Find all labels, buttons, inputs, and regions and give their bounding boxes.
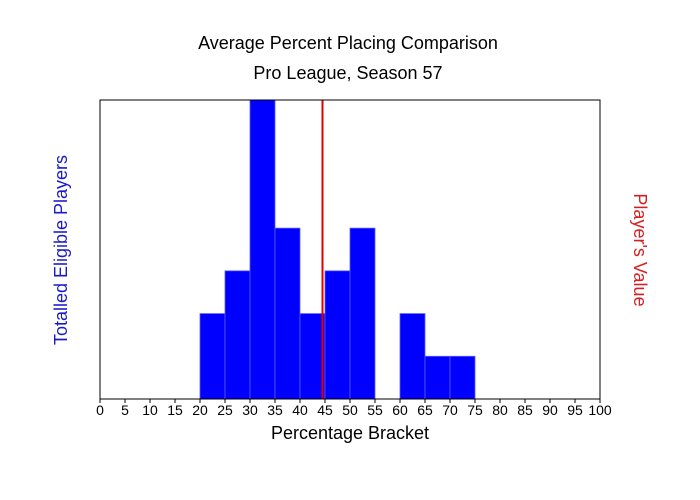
x-tick-label: 40 xyxy=(292,402,308,418)
histogram-bar xyxy=(399,313,426,400)
x-tick-label: 85 xyxy=(517,402,533,418)
x-tick-label: 10 xyxy=(142,402,158,418)
histogram-bar xyxy=(349,227,376,400)
x-tick-label: 0 xyxy=(96,402,104,418)
x-tick-label: 45 xyxy=(317,402,333,418)
chart-subtitle: Pro League, Season 57 xyxy=(253,63,442,83)
x-tick-label: 80 xyxy=(492,402,508,418)
histogram-bar xyxy=(274,227,301,400)
histogram-bar xyxy=(199,313,226,400)
x-tick-label: 25 xyxy=(217,402,233,418)
x-tick-label: 20 xyxy=(192,402,208,418)
x-tick-label: 95 xyxy=(567,402,583,418)
x-tick-label: 35 xyxy=(267,402,283,418)
y-axis-label: Totalled Eligible Players xyxy=(51,155,71,345)
x-tick-label: 50 xyxy=(342,402,358,418)
chart-title: Average Percent Placing Comparison xyxy=(198,33,498,53)
x-tick-label: 75 xyxy=(467,402,483,418)
x-tick-label: 15 xyxy=(167,402,183,418)
x-tick-label: 90 xyxy=(542,402,558,418)
histogram-bar xyxy=(299,313,326,400)
player-value-label: Player's Value xyxy=(630,193,650,306)
histogram-bar xyxy=(224,270,251,400)
histogram-bar xyxy=(449,355,476,400)
x-axis-label: Percentage Bracket xyxy=(271,423,429,443)
x-axis-ticks: 0 5 10 15 20 25 30 35 40 45 50 55 60 65 70 75 80 85 90 95 10… xyxy=(96,399,612,418)
x-tick-label: 30 xyxy=(242,402,258,418)
x-tick-label: 100 xyxy=(588,402,612,418)
x-tick-label: 5 xyxy=(121,402,129,418)
x-tick-label: 60 xyxy=(392,402,408,418)
histogram-bar xyxy=(324,270,351,400)
x-tick-label: 65 xyxy=(417,402,433,418)
bars-layer xyxy=(199,99,476,400)
histogram-bar xyxy=(249,99,276,400)
x-tick-label: 55 xyxy=(367,402,383,418)
x-tick-label: 70 xyxy=(442,402,458,418)
histogram-bar xyxy=(424,355,451,400)
